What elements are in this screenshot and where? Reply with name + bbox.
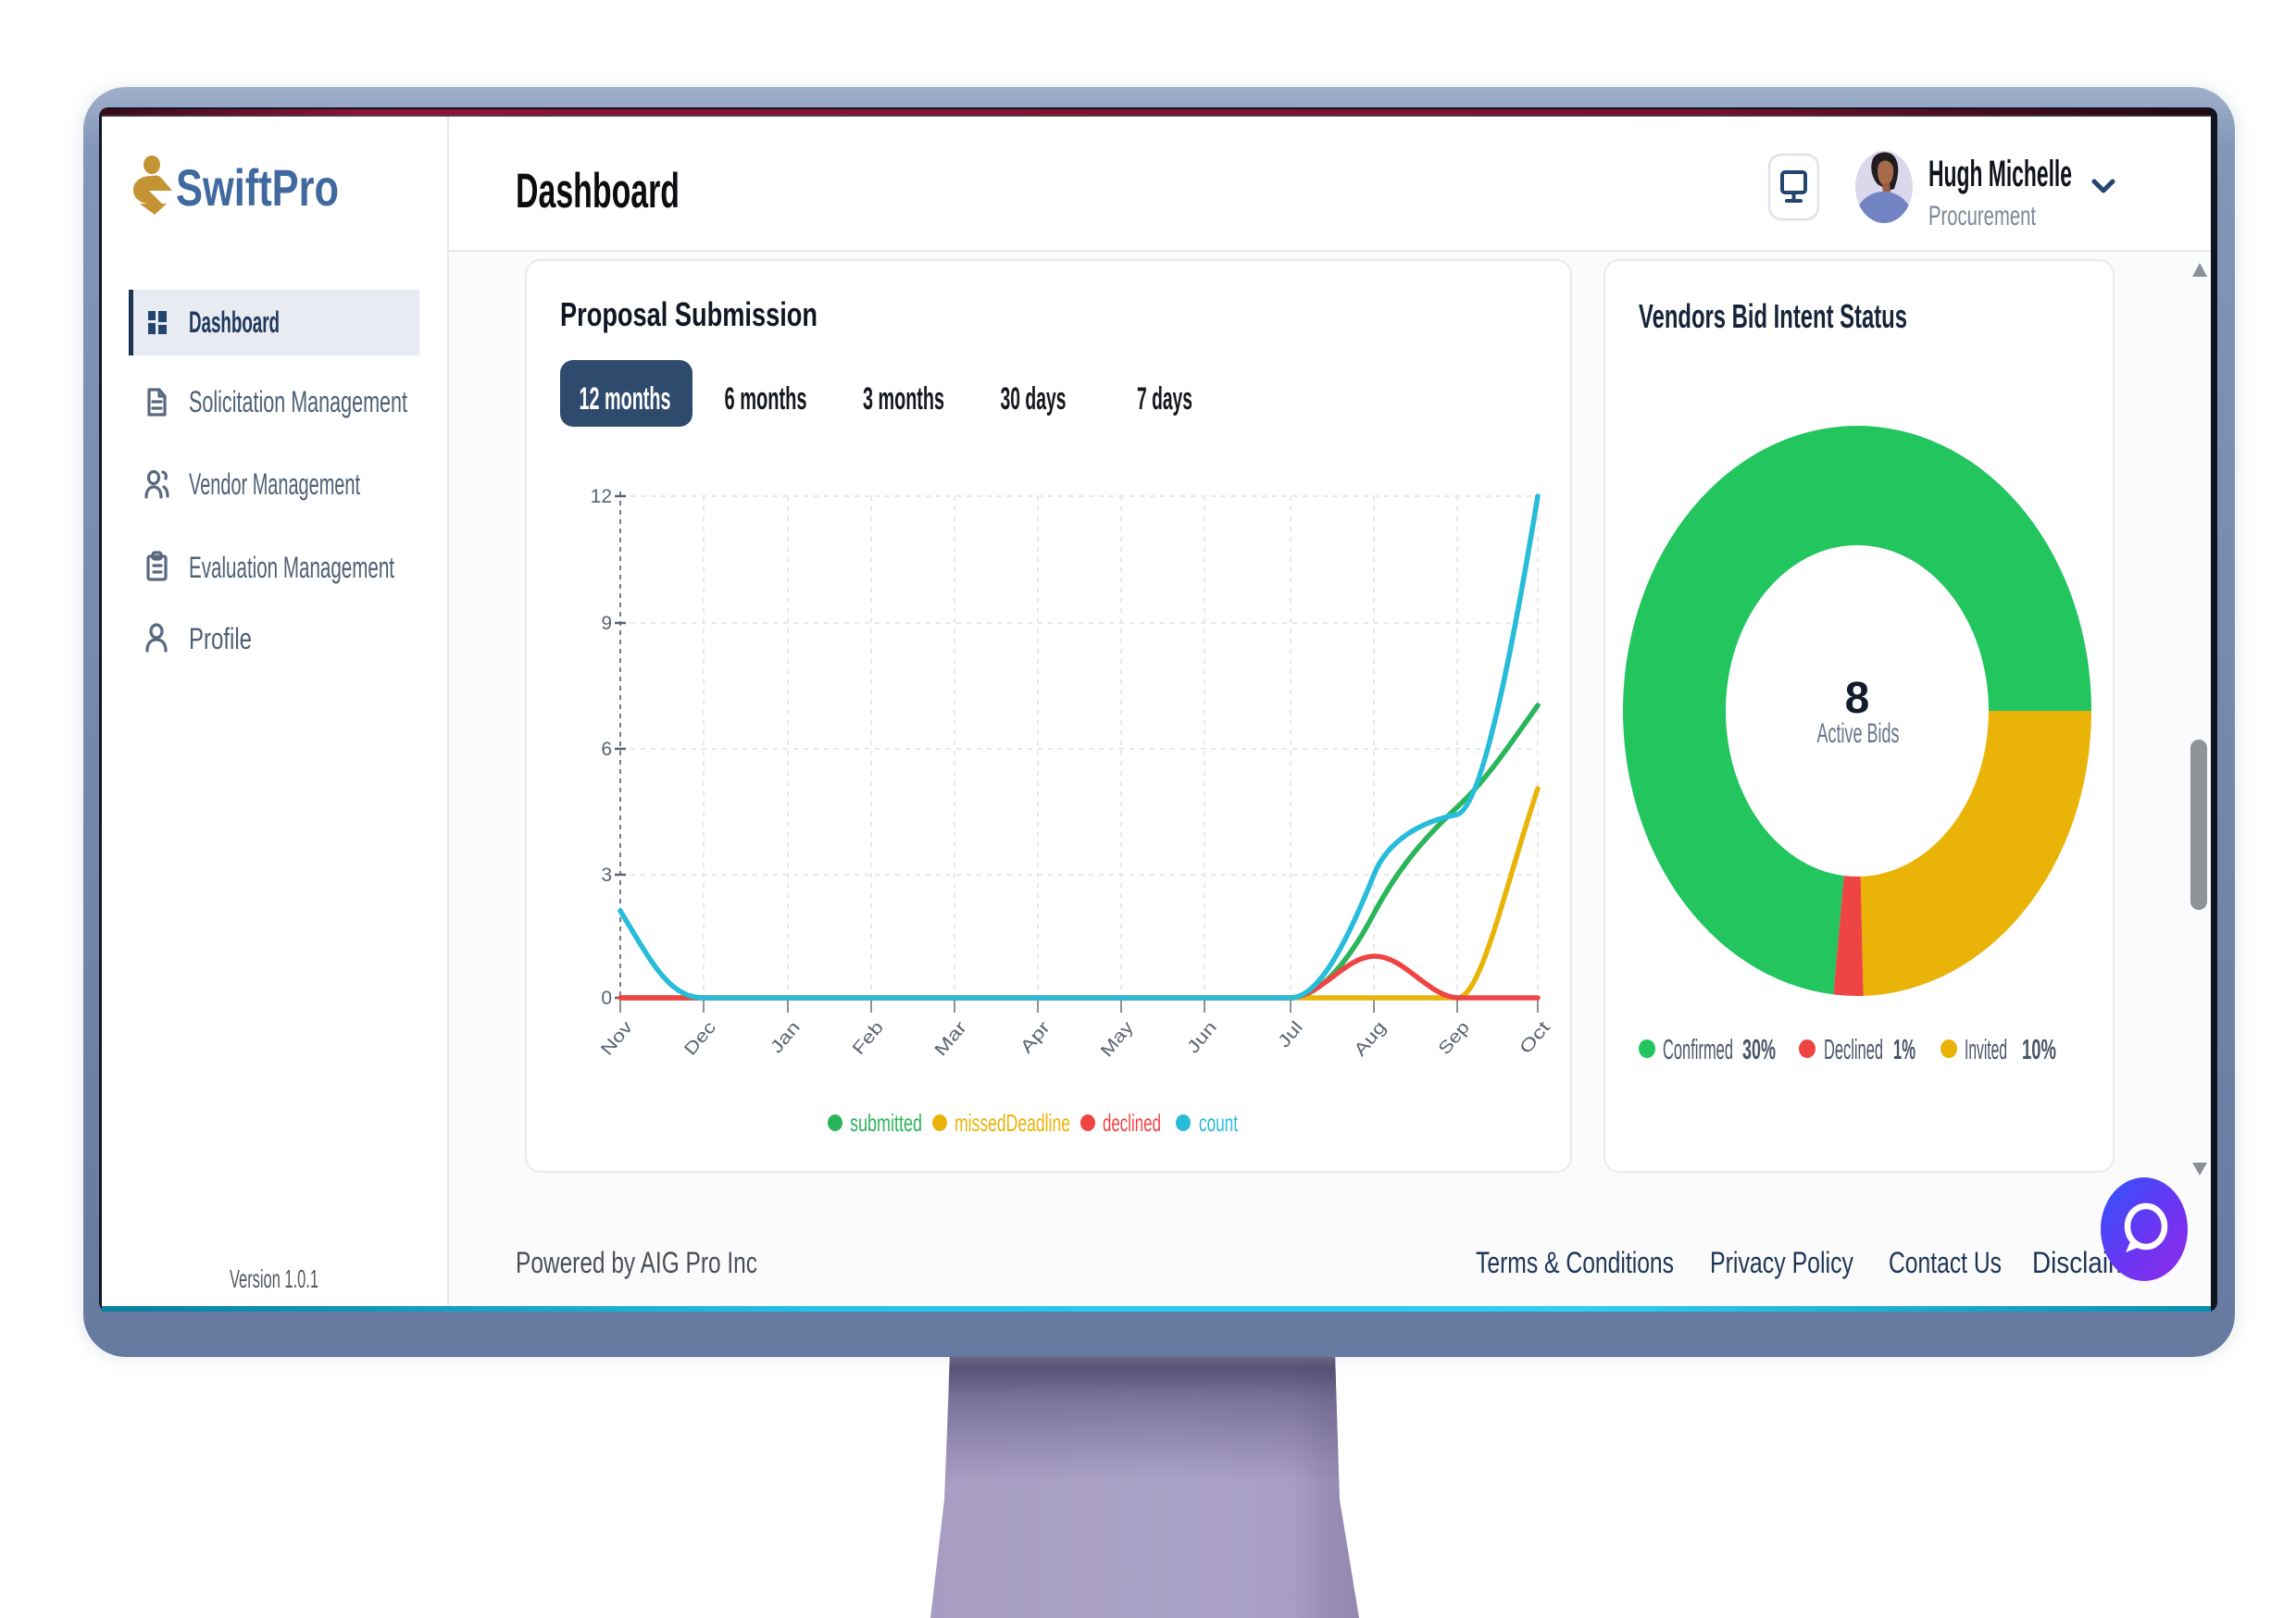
svg-text:6 months: 6 months <box>725 381 807 417</box>
svg-text:9: 9 <box>601 613 612 634</box>
svg-text:count: count <box>1199 1109 1239 1137</box>
svg-text:Terms & Conditions: Terms & Conditions <box>1476 1246 1674 1279</box>
svg-text:Dashboard: Dashboard <box>516 164 680 218</box>
svg-text:Version 1.0.1: Version 1.0.1 <box>230 1264 318 1293</box>
svg-text:8: 8 <box>1845 674 1870 723</box>
svg-text:Evaluation Management: Evaluation Management <box>189 551 394 584</box>
svg-text:1%: 1% <box>1893 1033 1915 1065</box>
svg-text:30%: 30% <box>1742 1033 1776 1065</box>
svg-text:submitted: submitted <box>850 1109 922 1137</box>
svg-text:Procurement: Procurement <box>1928 201 2036 231</box>
svg-text:0: 0 <box>601 988 612 1009</box>
svg-text:Proposal Submission: Proposal Submission <box>560 295 817 333</box>
svg-text:7 days: 7 days <box>1137 381 1192 417</box>
svg-text:Contact Us: Contact Us <box>1889 1246 2002 1279</box>
svg-text:Profile: Profile <box>189 622 252 655</box>
svg-text:3: 3 <box>601 865 612 886</box>
svg-text:12: 12 <box>591 486 612 507</box>
svg-text:Active Bids: Active Bids <box>1817 718 1900 749</box>
svg-text:3 months: 3 months <box>863 381 944 417</box>
svg-text:SwiftPro: SwiftPro <box>176 158 339 217</box>
svg-text:Privacy Policy: Privacy Policy <box>1710 1246 1853 1279</box>
svg-text:Hugh Michelle: Hugh Michelle <box>1928 154 2072 194</box>
svg-text:Declined: Declined <box>1824 1033 1883 1065</box>
svg-text:Vendor Management: Vendor Management <box>189 467 360 501</box>
svg-text:Vendors Bid Intent Status: Vendors Bid Intent Status <box>1639 297 1907 335</box>
svg-text:Powered by AIG Pro Inc: Powered by AIG Pro Inc <box>516 1246 757 1279</box>
svg-text:12 months: 12 months <box>580 381 671 417</box>
svg-text:30 days: 30 days <box>1001 381 1067 417</box>
svg-text:missedDeadline: missedDeadline <box>955 1109 1070 1137</box>
svg-text:Solicitation Management: Solicitation Management <box>189 385 407 418</box>
svg-text:Invited: Invited <box>1965 1033 2007 1065</box>
svg-text:declined: declined <box>1103 1109 1161 1137</box>
svg-text:Dashboard: Dashboard <box>189 305 280 339</box>
svg-text:6: 6 <box>601 739 612 760</box>
svg-text:Confirmed: Confirmed <box>1663 1033 1733 1065</box>
svg-text:10%: 10% <box>2022 1033 2056 1065</box>
